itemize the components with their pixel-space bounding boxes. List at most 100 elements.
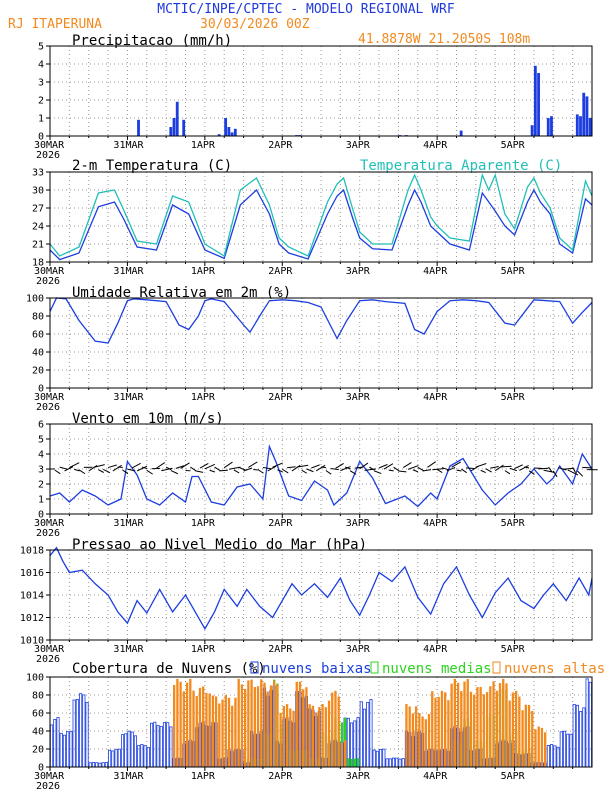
cloud-bar-blue	[546, 745, 550, 768]
cloud-bar-green	[347, 758, 350, 767]
rh-ytick-label: 20	[32, 366, 44, 377]
cloud-bar-orange	[185, 682, 189, 767]
clouds-xtick-label: 31MAR	[113, 771, 144, 782]
pressure-ytick-label: 1012	[20, 613, 44, 624]
wind-arrow	[257, 469, 264, 474]
temp-xtick-label: 4APR	[423, 266, 448, 277]
legend-high-clouds: nuvens altas	[504, 661, 605, 677]
wind-arrow	[233, 469, 240, 474]
clouds-panel: 0 20 40 60 80 100 30MAR 31MAR 1APR 2APR 3APR 4APR 5A…	[26, 673, 593, 792]
cloud-bar-orange	[218, 703, 221, 767]
cloud-bar-orange	[473, 694, 476, 767]
wind-arrow	[567, 469, 579, 476]
wind-arrow	[204, 463, 216, 470]
precip-bar	[137, 119, 140, 136]
wind-arrow	[74, 468, 80, 472]
clouds-ytick-label: 0	[38, 763, 44, 774]
cloud-bar-orange	[450, 683, 453, 767]
precip-xtick-label: 3APR	[346, 140, 371, 151]
wind-ytick-label: 1	[38, 495, 44, 506]
cloud-bar-blue	[62, 734, 67, 768]
cloud-bar-orange	[544, 732, 547, 767]
wind-title: Vento em 10m (m/s)	[72, 411, 224, 427]
temp-ytick-label: 18	[32, 258, 44, 269]
wind-arrow	[54, 469, 61, 475]
cloud-bar-orange	[334, 690, 337, 767]
cloud-bar-orange	[250, 679, 253, 767]
cloud-bar-orange	[492, 681, 495, 767]
wind-arrow	[364, 468, 377, 471]
cloud-bar-blue	[124, 733, 128, 768]
temp-ytick-label: 24	[32, 222, 44, 233]
wind-arrow	[480, 469, 486, 474]
wind-arrow	[301, 469, 308, 474]
cloud-bar-orange	[482, 694, 486, 767]
cloud-bar-blue	[56, 717, 60, 768]
wind-direction-arrows	[50, 461, 598, 478]
cloud-bar-blue	[150, 722, 154, 768]
pressure-panel: 1010 1012 1014 1016 1018 30MAR 31MAR 1APR 2APR 3A…	[20, 546, 593, 665]
legend-mid-clouds: nuvens medias	[382, 661, 492, 677]
pressure-series-line	[49, 546, 593, 631]
rh-grid	[50, 298, 592, 388]
precip-bar	[537, 73, 540, 136]
pressure-xtick-label: 5APR	[501, 644, 526, 655]
wind-arrow	[199, 462, 209, 469]
pressure-xtick-label: 31MAR	[113, 644, 144, 655]
cloud-legend: nuvens baixas nuvens medias nuvens altas	[250, 661, 605, 677]
legend-swatch-mid	[370, 661, 379, 674]
cloud-bar-blue	[366, 701, 370, 768]
wind-arrow	[122, 469, 129, 475]
rh-xtick-label: 30MAR	[34, 392, 65, 403]
cloud-bar-orange	[224, 695, 227, 767]
cloud-bar-orange	[302, 689, 305, 767]
wind-year-label: 2026	[36, 528, 60, 539]
rh-panel: 0 20 40 60 80 100 30MAR 31MAR 1APR 2APR 3APR 4APR 5A…	[26, 294, 593, 413]
cloud-bar-orange	[240, 684, 244, 767]
cloud-bar-orange	[434, 697, 437, 767]
precip-bar	[227, 127, 231, 136]
wind-ytick-label: 6	[38, 420, 44, 431]
cloud-bar-orange	[440, 690, 444, 767]
precip-bar	[169, 127, 173, 136]
cloud-bar-blue	[153, 721, 157, 768]
wind-ytick-label: 2	[38, 480, 44, 491]
cloud-bar-blue	[146, 747, 150, 768]
cloud-bar-orange	[524, 704, 527, 767]
cloud-bar-orange	[263, 682, 266, 767]
cloud-bar-orange	[211, 695, 215, 767]
wind-arrow	[345, 466, 351, 470]
wind-arrow	[69, 462, 80, 469]
cloud-bar-blue	[82, 694, 86, 768]
cloud-bar-orange	[421, 716, 424, 767]
cloud-bar-blue	[382, 748, 386, 768]
cloud-bar-orange	[308, 704, 311, 767]
cloud-bar-blue	[127, 730, 131, 768]
cloud-bar-blue	[120, 734, 125, 768]
cloud-bar-blue	[388, 758, 392, 768]
wind-xtick-label: 5APR	[501, 518, 526, 529]
precip-bar	[530, 125, 534, 136]
precip-bar	[175, 101, 179, 136]
station-name: RJ ITAPERUNA	[8, 17, 102, 32]
pressure-xtick-label: 1APR	[191, 644, 216, 655]
cloud-bar-blue	[133, 735, 138, 768]
cloud-bar-orange	[295, 681, 298, 767]
precip-bar	[182, 119, 186, 136]
cloud-bar-orange	[266, 691, 269, 767]
wind-arrow	[262, 466, 271, 470]
wind-arrow	[490, 466, 499, 469]
pressure-ytick-label: 1018	[20, 546, 44, 557]
wind-panel: 0 1 2 3 4 5 6 30MAR 31MAR 1APR 2APR 3APR 4APR 5APR 202…	[34, 420, 598, 539]
wind-arrow	[349, 470, 357, 475]
cloud-bar-orange	[466, 679, 469, 767]
clouds-ytick-label: 40	[32, 727, 44, 738]
precip-xtick-label: 2APR	[268, 140, 293, 151]
cloud-bar-orange	[285, 704, 289, 767]
cloud-bar-blue	[140, 744, 144, 768]
pressure-xtick-label: 30MAR	[34, 644, 65, 655]
wind-arrow	[136, 465, 148, 472]
wind-arrow	[432, 468, 444, 471]
wind-arrow	[146, 469, 153, 475]
